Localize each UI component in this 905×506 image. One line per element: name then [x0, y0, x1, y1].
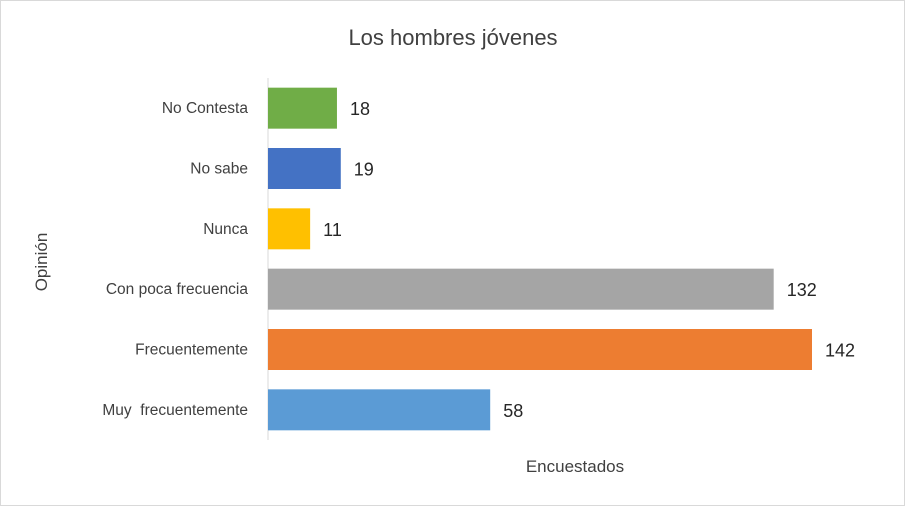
value-label: 58: [503, 401, 523, 421]
bar-con-poca-frecuencia: [268, 268, 774, 310]
bar-nunca: [268, 208, 311, 250]
category-label: No Contesta: [162, 100, 249, 117]
value-label: 18: [350, 99, 370, 119]
bar-no-contesta: [268, 87, 337, 129]
x-axis-label: Encuestados: [526, 457, 624, 476]
category-label: Muy frecuentemente: [102, 402, 248, 419]
category-label: Con poca frecuencia: [106, 281, 249, 298]
chart-title: Los hombres jóvenes: [348, 25, 557, 50]
value-label: 132: [787, 280, 817, 300]
category-label: Frecuentemente: [135, 342, 248, 359]
value-label: 142: [825, 341, 855, 361]
bar-muy-frecuentemente: [268, 389, 491, 431]
y-axis-label: Opinión: [32, 233, 51, 292]
category-label: Nunca: [203, 221, 248, 238]
bars-group: No Contesta 18 No sabe 19 Nunca 11 Con poca fr…: [102, 87, 855, 431]
value-label: 11: [323, 220, 342, 240]
bar-frecuentemente: [268, 329, 812, 370]
value-label: 19: [354, 160, 374, 180]
category-label: No sabe: [190, 161, 248, 178]
bar-no-sabe: [268, 148, 341, 189]
